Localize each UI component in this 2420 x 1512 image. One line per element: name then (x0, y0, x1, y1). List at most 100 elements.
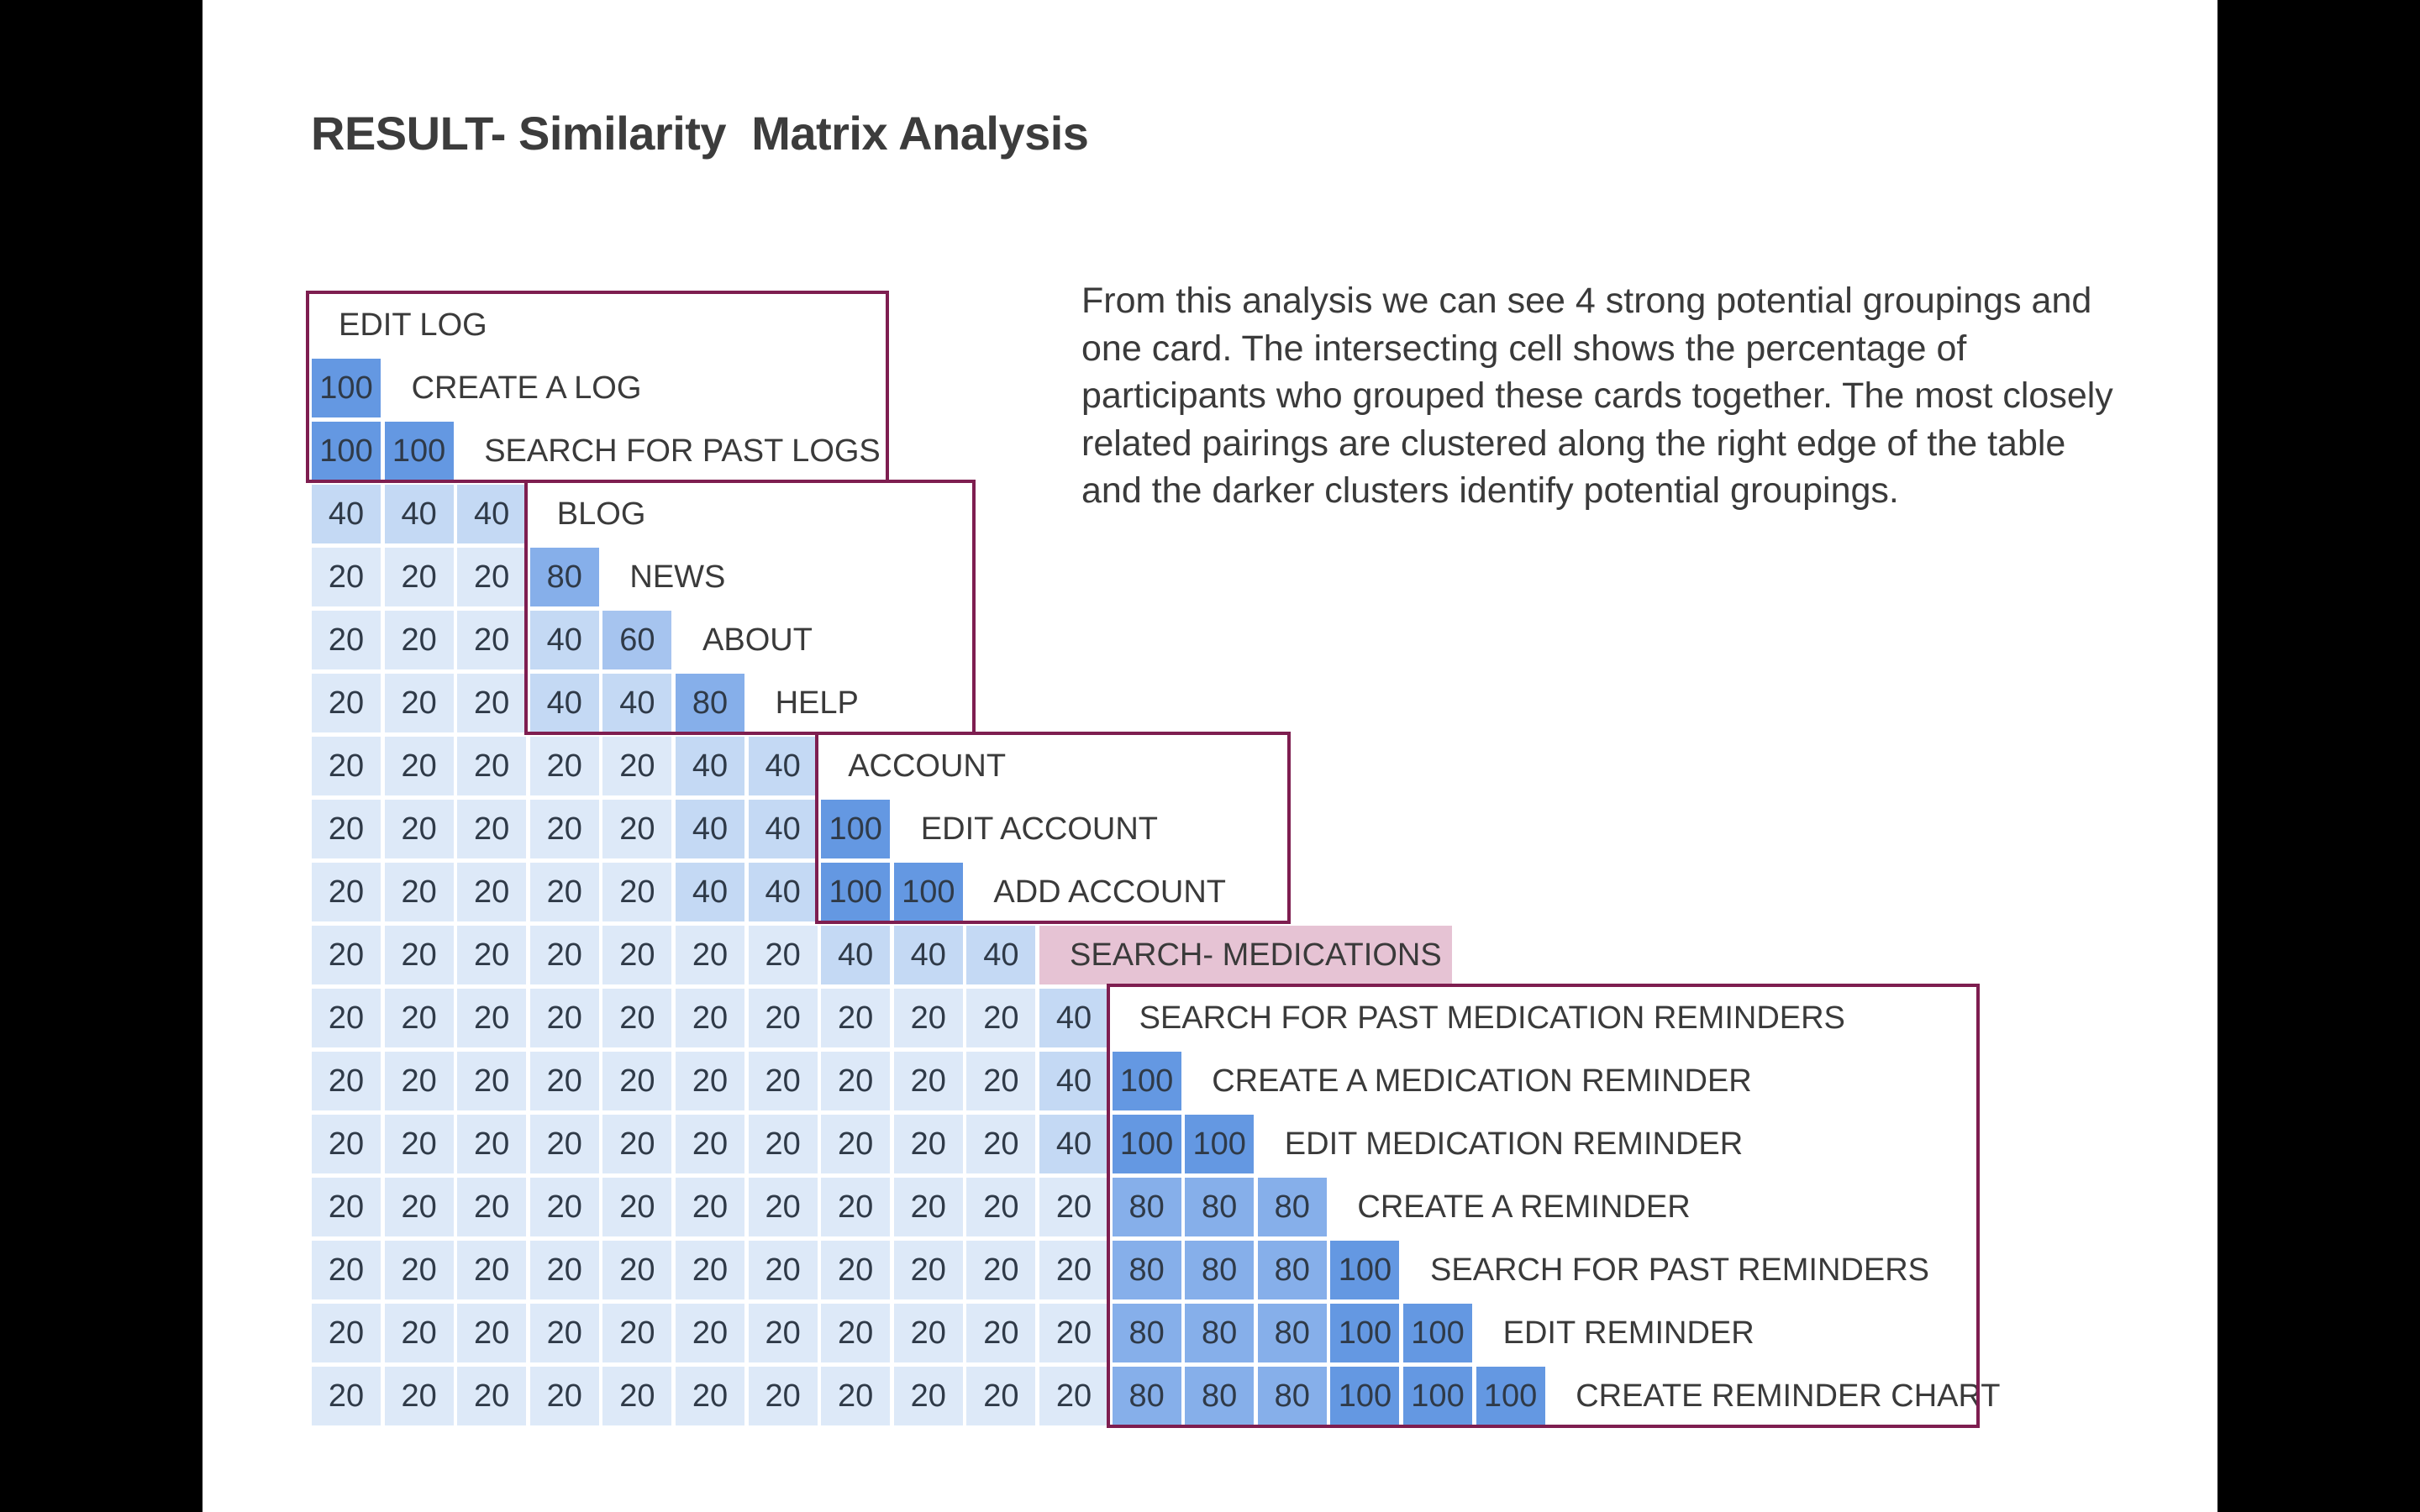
matrix-cell: 80 (1112, 1367, 1181, 1425)
matrix-cell: 40 (893, 926, 963, 984)
matrix-cell: 20 (821, 1052, 891, 1110)
matrix-cell: 20 (893, 1115, 963, 1173)
matrix-cell: 20 (457, 1115, 527, 1173)
matrix-cell: 20 (893, 1367, 963, 1425)
matrix-cell: 80 (676, 674, 744, 732)
matrix-cell: 20 (602, 1367, 672, 1425)
matrix-cell: 20 (384, 1367, 454, 1425)
matrix-cell: 80 (1257, 1241, 1327, 1299)
card-label: BLOG (556, 496, 646, 532)
card-label: NEWS (629, 559, 726, 595)
matrix-cell: 20 (457, 926, 527, 984)
matrix-cell: 20 (748, 1304, 818, 1362)
matrix-cell: 20 (529, 1241, 599, 1299)
matrix-cell: 40 (384, 485, 454, 543)
matrix-cell: 20 (966, 1241, 1036, 1299)
matrix-cell: 80 (529, 548, 599, 606)
matrix-cell: 20 (529, 1115, 599, 1173)
matrix-cell: 20 (1039, 1304, 1108, 1362)
matrix-cell: 20 (384, 1241, 454, 1299)
matrix-cell: 40 (821, 926, 891, 984)
matrix-cell: 20 (966, 1367, 1036, 1425)
matrix-cell: 20 (312, 926, 381, 984)
page-title: RESULT- Similarity Matrix Analysis (311, 107, 1089, 160)
matrix-cell: 100 (312, 359, 381, 417)
matrix-cell: 100 (1403, 1304, 1472, 1362)
matrix-cell: 20 (384, 800, 454, 858)
matrix-cell: 20 (529, 926, 599, 984)
matrix-cell: 20 (676, 1178, 744, 1236)
matrix-cell: 40 (312, 485, 381, 543)
matrix-cell: 20 (676, 1115, 744, 1173)
matrix-cell: 20 (457, 1304, 527, 1362)
matrix-cell: 40 (529, 611, 599, 669)
matrix-cell: 20 (1039, 1178, 1108, 1236)
matrix-cell: 100 (1112, 1052, 1181, 1110)
matrix-cell: 20 (748, 989, 818, 1047)
card-label: SEARCH FOR PAST REMINDERS (1430, 1252, 1930, 1288)
card-label: EDIT MEDICATION REMINDER (1284, 1126, 1744, 1162)
matrix-cell: 20 (602, 989, 672, 1047)
matrix-cell: 20 (893, 1052, 963, 1110)
matrix-cell: 100 (312, 422, 381, 480)
matrix-cell: 20 (312, 674, 381, 732)
matrix-cell: 20 (384, 1304, 454, 1362)
card-label: SEARCH FOR PAST MEDICATION REMINDERS (1139, 1000, 1845, 1036)
matrix-cell: 20 (312, 1304, 381, 1362)
matrix-cell: 20 (602, 863, 672, 921)
matrix-cell: 80 (1185, 1304, 1255, 1362)
matrix-cell: 40 (676, 737, 744, 795)
matrix-cell: 80 (1185, 1241, 1255, 1299)
card-label: EDIT LOG (339, 307, 487, 343)
matrix-cell: 20 (529, 863, 599, 921)
matrix-cell: 20 (821, 1115, 891, 1173)
matrix-cell: 20 (312, 1178, 381, 1236)
matrix-cell: 20 (457, 737, 527, 795)
matrix-cell: 20 (602, 800, 672, 858)
matrix-cell: 20 (384, 674, 454, 732)
matrix-cell: 40 (602, 674, 672, 732)
matrix-cell: 20 (966, 1052, 1036, 1110)
matrix-cell: 20 (748, 1052, 818, 1110)
matrix-cell: 20 (457, 989, 527, 1047)
card-label: ACCOUNT (848, 748, 1007, 784)
matrix-cell: 100 (1330, 1304, 1400, 1362)
matrix-cell: 40 (748, 863, 818, 921)
matrix-cell: 20 (676, 1241, 744, 1299)
analysis-description: From this analysis we can see 4 strong p… (1081, 281, 2113, 511)
matrix-cell: 20 (602, 1241, 672, 1299)
matrix-cell: 20 (1039, 1367, 1108, 1425)
matrix-cell: 20 (821, 1367, 891, 1425)
matrix-cell: 20 (312, 548, 381, 606)
card-label: HELP (775, 685, 859, 721)
matrix-cell: 100 (1330, 1241, 1400, 1299)
matrix-cell: 40 (457, 485, 527, 543)
matrix-cell: 20 (602, 1304, 672, 1362)
matrix-cell: 80 (1112, 1178, 1181, 1236)
matrix-cell: 20 (893, 1241, 963, 1299)
matrix-cell: 20 (384, 863, 454, 921)
matrix-cell: 20 (384, 611, 454, 669)
matrix-cell: 20 (893, 1178, 963, 1236)
matrix-cell: 80 (1112, 1241, 1181, 1299)
card-label: EDIT ACCOUNT (920, 811, 1159, 847)
matrix-cell: 80 (1257, 1178, 1327, 1236)
matrix-cell: 20 (602, 1178, 672, 1236)
matrix-cell: 20 (312, 1115, 381, 1173)
matrix-cell: 20 (602, 1115, 672, 1173)
matrix-cell: 20 (893, 1304, 963, 1362)
matrix-cell: 20 (748, 1367, 818, 1425)
matrix-cell: 100 (1403, 1367, 1472, 1425)
matrix-cell: 100 (384, 422, 454, 480)
matrix-cell: 20 (529, 1304, 599, 1362)
matrix-cell: 20 (893, 989, 963, 1047)
matrix-cell: 20 (457, 1178, 527, 1236)
matrix-cell: 20 (457, 674, 527, 732)
matrix-cell: 80 (1185, 1178, 1255, 1236)
matrix-cell: 80 (1257, 1304, 1327, 1362)
matrix-cell: 20 (821, 989, 891, 1047)
matrix-cell: 20 (966, 1304, 1036, 1362)
matrix-cell: 20 (312, 1052, 381, 1110)
matrix-cell: 40 (676, 863, 744, 921)
matrix-cell: 100 (821, 800, 891, 858)
